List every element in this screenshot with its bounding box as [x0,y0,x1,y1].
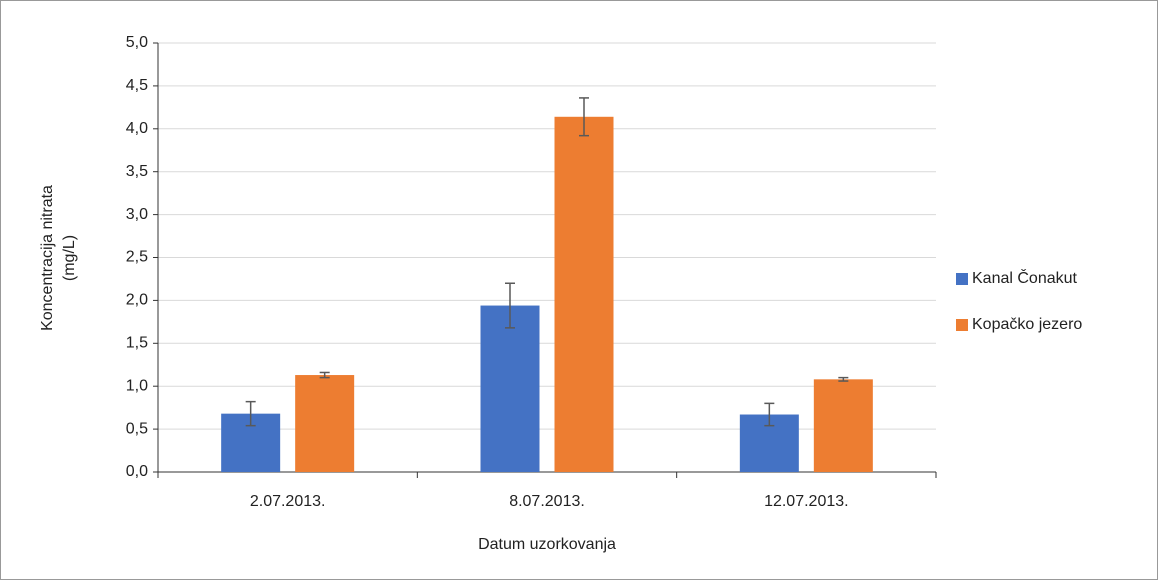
legend-label: Kanal Čonakut [972,268,1078,287]
x-tick-label: 8.07.2013. [509,493,585,510]
y-axis-title: (mg/L) [61,235,78,281]
error-bar [579,97,589,137]
bar [480,305,540,472]
y-tick-label: 2,0 [126,292,148,309]
y-tick-label: 4,0 [126,120,148,137]
y-tick-label: 1,0 [126,377,148,394]
error-bar [764,402,775,427]
error-bar [505,282,515,329]
y-tick-label: 3,0 [126,206,148,223]
legend-swatch [956,319,968,331]
error-bar [838,376,849,382]
x-axis-title: Datum uzorkovanja [478,536,616,553]
legend-swatch [956,273,968,285]
y-tick-label: 2,5 [126,249,148,266]
y-tick-label: 1,5 [126,335,148,352]
bar [813,379,873,472]
bar [295,375,355,472]
y-tick-label: 5,0 [126,34,148,51]
y-tick-label: 3,5 [126,163,148,180]
error-bar [319,371,330,379]
y-tick-label: 4,5 [126,77,148,94]
y-tick-label: 0,5 [126,420,148,437]
x-tick-label: 2.07.2013. [250,493,326,510]
error-bar [245,400,256,427]
legend-label: Kopačko jezero [972,316,1082,333]
y-axis-title: Koncentracija nitrata [39,185,56,331]
bar [554,116,614,473]
x-tick-label: 12.07.2013. [764,493,849,510]
y-tick-label: 0,0 [126,463,148,480]
